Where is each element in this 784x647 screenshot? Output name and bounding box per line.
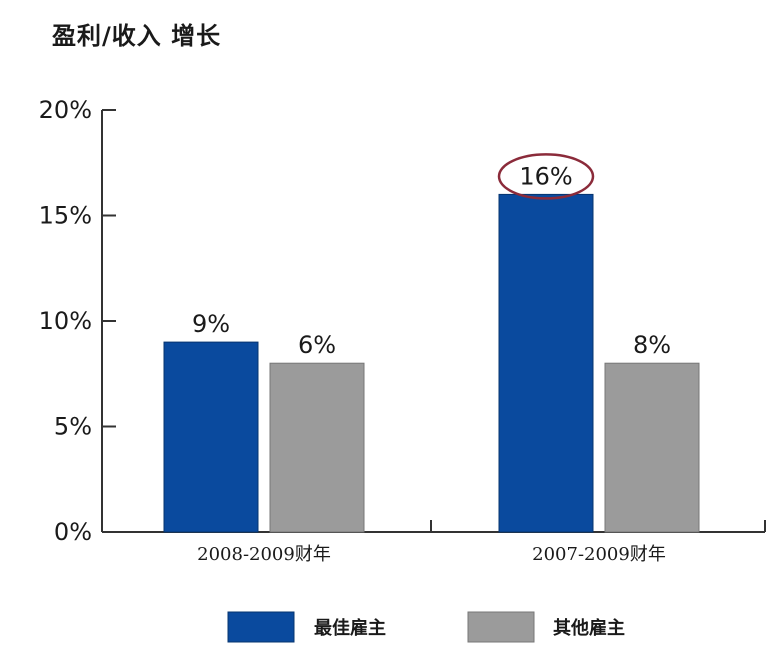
legend: 最佳雇主 其他雇主 xyxy=(227,611,625,643)
bar xyxy=(498,193,594,533)
legend-label: 其他雇主 xyxy=(553,617,625,639)
data-labels: 9% 6% 2008-2009财年 16% 8% 2007-2009财年 xyxy=(192,153,671,565)
data-label: 16% xyxy=(519,162,572,190)
chart-title: 盈利/收入 增长 xyxy=(52,22,222,50)
x-category-label: 2008-2009财年 xyxy=(197,544,331,565)
bar xyxy=(604,362,700,533)
y-tick-label: 20% xyxy=(39,96,92,124)
x-category-label: 2007-2009财年 xyxy=(532,544,666,565)
data-label: 6% xyxy=(298,331,336,359)
y-tick-label: 5% xyxy=(54,413,92,441)
data-label: 9% xyxy=(192,310,230,338)
y-tick-label: 15% xyxy=(39,202,92,230)
legend-swatch xyxy=(227,611,295,643)
legend-label: 最佳雇主 xyxy=(314,617,386,639)
bar xyxy=(269,362,365,533)
bar xyxy=(163,341,259,533)
axes: 0% 5% 10% 15% 20% xyxy=(39,96,766,546)
y-tick-label: 0% xyxy=(54,518,92,546)
legend-swatch xyxy=(467,611,535,643)
highlight-circle xyxy=(497,153,595,200)
data-label: 8% xyxy=(633,331,671,359)
y-tick-label: 10% xyxy=(39,307,92,335)
bars xyxy=(163,193,700,533)
